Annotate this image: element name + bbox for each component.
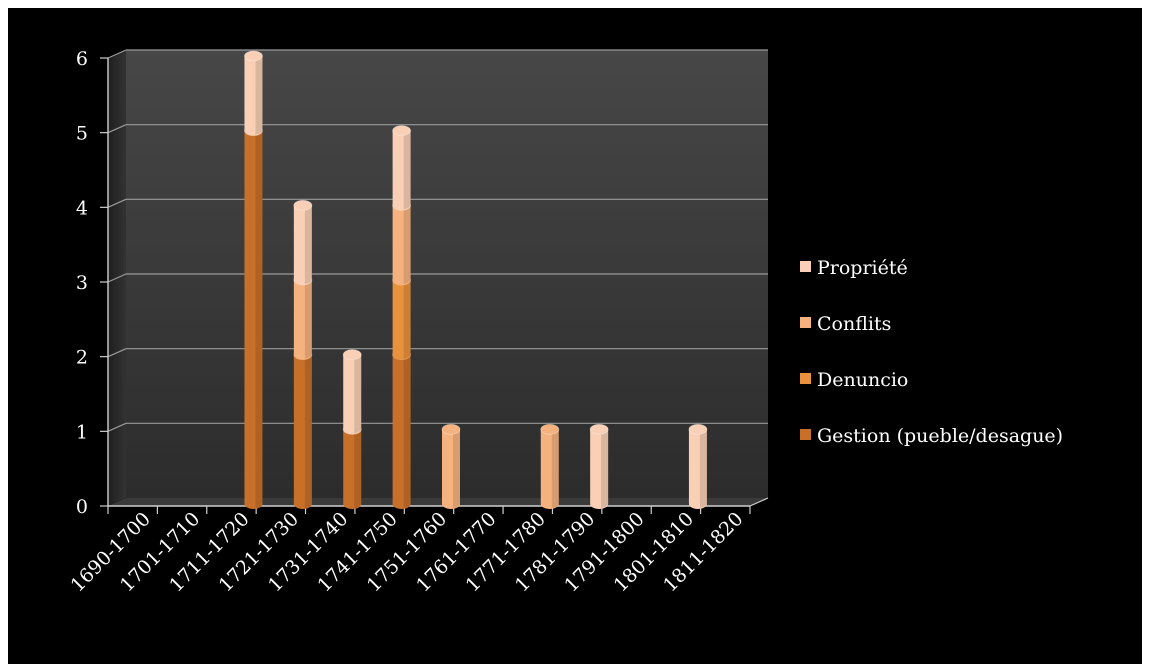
floor [108,498,768,506]
bar-segment [540,423,560,510]
bars [244,50,708,510]
floor-edge [749,497,769,507]
bar-shade [403,130,411,210]
bar-segment [392,274,412,360]
bar-segment [293,349,313,510]
bar-segment [441,423,461,509]
bar-body [343,354,362,435]
bar-segment [244,125,263,510]
bar-segment [392,199,412,285]
bar-segment [392,125,412,211]
bar-shade [354,429,362,508]
legend-label: Propriété [817,257,908,279]
bar-shade [551,429,559,508]
y-tick-label: 2 [76,347,88,369]
bar-segment [293,199,313,285]
bar-shade [403,205,411,284]
gridline-side [107,49,127,59]
bar-body [392,354,411,510]
bar-segment [392,349,412,510]
bar-shade [255,130,263,508]
x-tick-labels: 1690-17001701-17101711-17201721-17301731… [66,508,747,596]
bar-body [590,429,609,510]
y-tick-label: 5 [76,123,88,145]
legend: Propriété Conflits Denuncio Gestion (pueble… [800,257,1063,447]
bar-top [392,125,412,137]
legend-swatch [800,429,811,440]
bar-body [392,130,411,211]
bar-top [589,423,609,435]
bar-segment [342,349,362,435]
legend-label: Conflits [817,313,891,335]
bar-body [540,429,559,510]
bar-shade [699,429,707,508]
legend-item: Denuncio [800,369,908,391]
axes [100,57,769,514]
gridline-side [107,124,127,134]
bar-shade [304,354,312,508]
legend-swatch [800,373,811,384]
y-tick-labels: 0 1 2 3 4 5 6 [76,48,88,518]
bar-segment [244,50,263,136]
y-tick-label: 1 [76,421,88,443]
bar-body [244,56,263,136]
bar-segment [293,274,313,360]
gridline-side [107,198,127,208]
gridline-side [107,422,127,432]
bar-segment [688,423,708,510]
legend-swatch [800,261,811,272]
legend-swatch [800,317,811,328]
bar-top [244,50,263,62]
gridline-side [107,348,127,358]
legend-label: Gestion (pueble/desague) [817,425,1063,447]
bar-body [392,205,411,285]
bar-shade [354,354,362,434]
bar-shade [304,205,312,284]
bar-shade [304,280,312,359]
bar-shade [453,429,460,508]
bar-shade [255,56,263,135]
chart-svg: 0 1 2 3 4 5 6 1690-17001701-17101711-17201721-… [66,48,1063,596]
bar-body [244,130,263,510]
y-tick-label: 0 [76,496,88,518]
legend-item: Propriété [800,257,908,279]
grid [107,49,768,432]
bar-top [688,423,708,435]
legend-item: Conflits [800,313,891,335]
bar-shade [601,429,609,508]
bar-segment [589,423,609,510]
bar-shade [403,280,411,359]
gridline-side [107,273,127,283]
y-tick-label: 3 [76,272,88,294]
legend-item: Gestion (pueble/desague) [800,425,1063,447]
bar-shade [403,354,411,508]
bar-body [688,429,707,510]
bar-top [342,349,362,361]
bar-top [441,423,461,435]
y-tick-label: 6 [76,48,88,70]
bar-body [293,205,312,285]
legend-label: Denuncio [817,369,908,391]
bar-top [540,423,560,435]
y-tick-label: 4 [76,197,88,219]
bar-segment [342,423,362,510]
bar-body [392,280,411,360]
bar-body [293,354,312,510]
bar-top [293,199,313,211]
chart-frame: 0 1 2 3 4 5 6 1690-1700 1701-1710 1711-1720 1721-… [8,8,1142,664]
bar-body [343,429,362,510]
bar-body [293,280,312,360]
bar-body [442,429,460,509]
